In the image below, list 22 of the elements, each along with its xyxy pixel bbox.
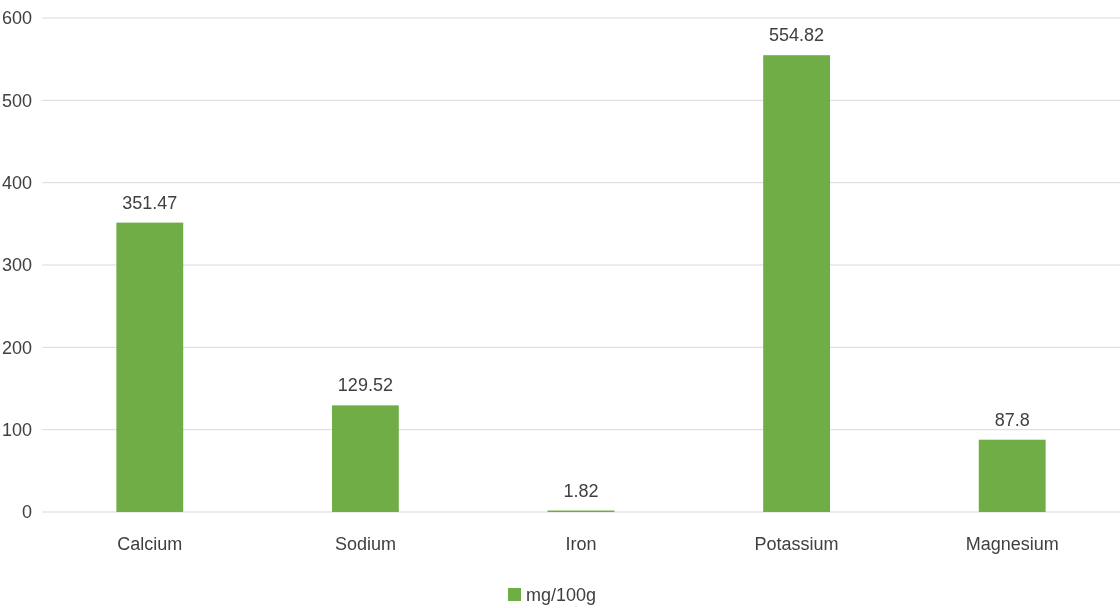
- y-tick-label: 0: [21, 502, 32, 523]
- x-tick-label: Potassium: [754, 534, 839, 554]
- data-label: 351.47: [122, 192, 178, 213]
- x-tick-label: Iron: [565, 534, 597, 554]
- x-tick-label: Sodium: [334, 534, 396, 554]
- x-tick-label: Calcium: [117, 534, 183, 554]
- y-tick-label: 500: [1, 90, 32, 111]
- bar: [978, 439, 1046, 512]
- bar: [763, 55, 831, 512]
- bar: [331, 405, 399, 512]
- data-label: 1.82: [563, 480, 599, 501]
- y-tick-label: 400: [1, 172, 32, 193]
- y-tick-label: 200: [1, 337, 32, 358]
- y-tick-label: 100: [1, 419, 32, 440]
- x-tick-label: Magnesium: [965, 534, 1059, 554]
- data-label: 87.8: [994, 409, 1030, 430]
- y-tick-label: 600: [1, 8, 32, 29]
- legend-label: mg/100g: [526, 584, 597, 605]
- bar: [116, 222, 184, 512]
- y-tick-label: 300: [1, 255, 32, 276]
- data-label: 554.82: [769, 25, 825, 46]
- data-label: 129.52: [337, 375, 393, 396]
